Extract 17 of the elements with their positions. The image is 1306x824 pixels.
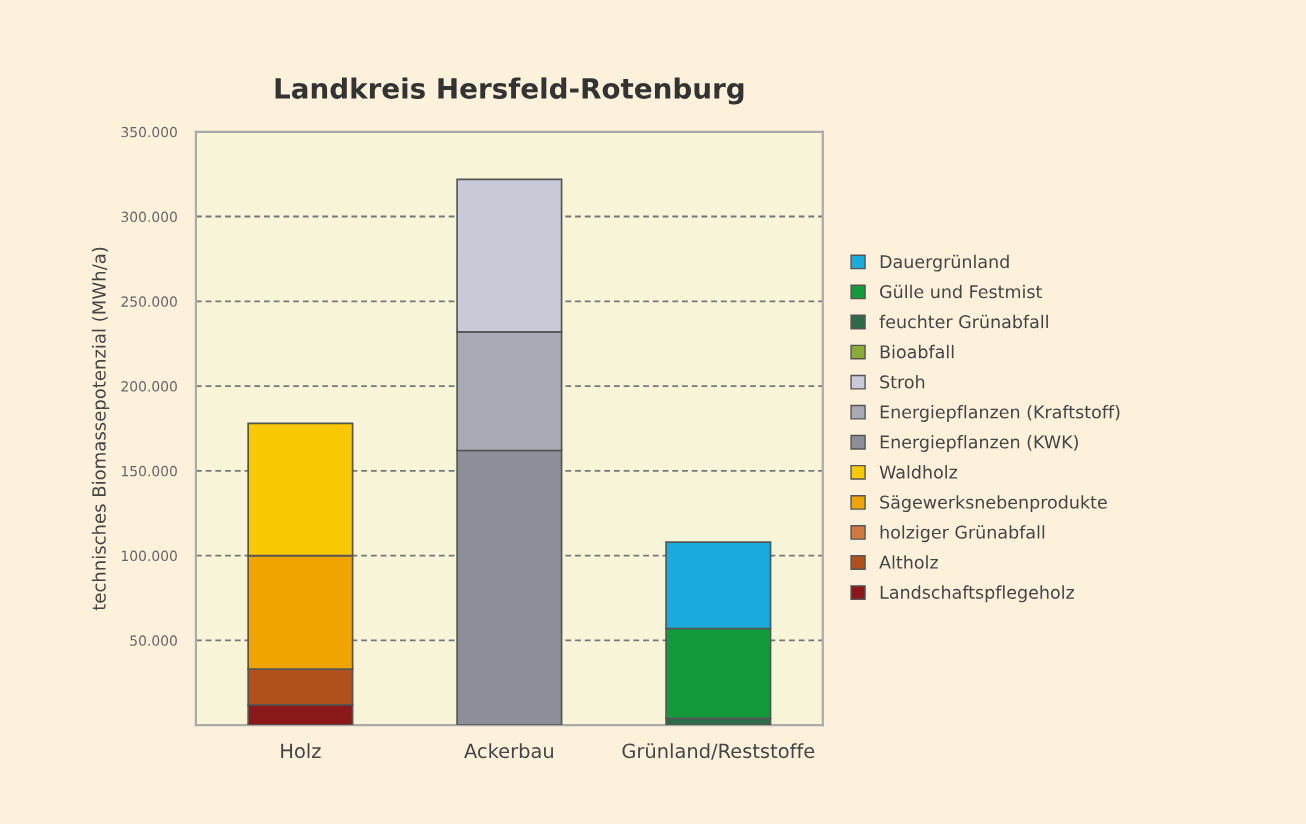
- x-tick-label: Ackerbau: [464, 743, 553, 759]
- legend-label: Gülle und Festmist: [880, 284, 1042, 299]
- legend-label: Altholz: [879, 555, 938, 569]
- legend-label: Bioabfall: [880, 344, 954, 359]
- chart-title: Landkreis Hersfeld-Rotenburg: [275, 77, 744, 105]
- legend-label: Energiepflanzen (Kraftstoff): [880, 404, 1120, 422]
- legend-label: holziger Grünabfall: [880, 525, 1045, 543]
- x-tick-label: Grünland/Reststoffe: [622, 743, 815, 760]
- legend-label: Sägewerksnebenprodukte: [880, 495, 1107, 513]
- legend-label: feuchter Grünabfall: [879, 314, 1048, 329]
- legend-label: Waldholz: [879, 465, 958, 479]
- x-tick-label: Holz: [281, 743, 321, 759]
- legend-label: Dauergrünland: [880, 254, 1009, 272]
- legend-label: Landschaftspflegeholz: [880, 585, 1074, 603]
- legend-label: Stroh: [880, 374, 925, 389]
- y-axis-title: technisches Biomassepotenzial (MWh/a): [91, 247, 110, 611]
- legend-label: Energiepflanzen (KWK): [880, 435, 1078, 452]
